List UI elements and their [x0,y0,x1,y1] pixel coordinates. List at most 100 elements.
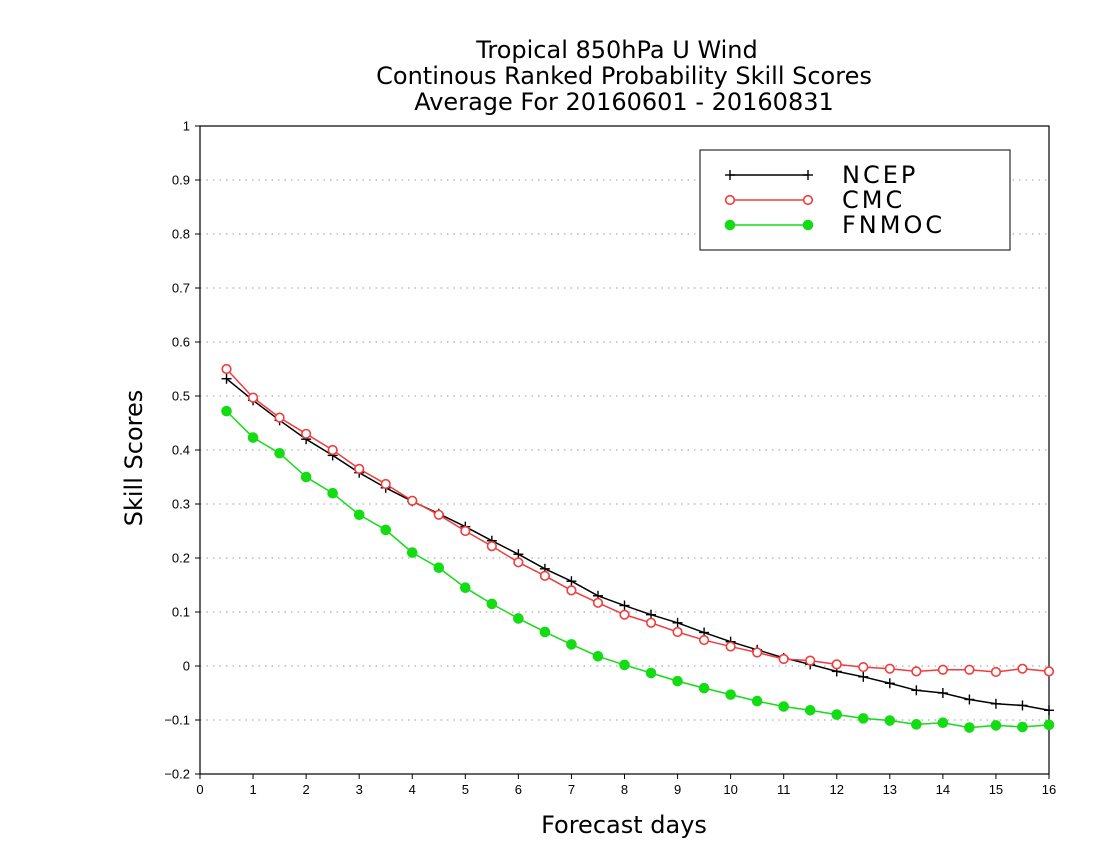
data-point-fnmoc [247,432,259,443]
data-point-fnmoc [990,720,1002,731]
series-fnmoc [221,405,1055,733]
data-point-cmc [645,617,657,628]
series-line-fnmoc [226,410,1050,729]
data-point-cmc [221,363,232,375]
data-point-fnmoc [804,704,816,716]
data-point-ncep [858,671,869,682]
x-tick-label: 0 [196,782,203,797]
data-point-ncep [1017,700,1028,711]
legend-marker-cmc [802,194,814,206]
x-tick-label: 6 [515,782,522,797]
data-point-cmc [752,647,763,658]
y-axis-title: Skill Scores [120,390,148,527]
y-tick-label: 0.7 [172,281,190,296]
x-tick-label: 5 [462,782,469,797]
chart-title-line-2: Continous Ranked Probability Skill Score… [376,62,872,90]
chart-title: Tropical 850hPa U Wind Continous Ranked … [376,36,872,116]
data-point-cmc [990,666,1002,678]
y-tick-label: 0.5 [172,389,190,404]
x-tick-label: 3 [356,782,363,797]
data-point-fnmoc [672,675,683,687]
data-point-fnmoc [380,524,392,536]
data-point-cmc [858,661,869,673]
data-point-ncep [911,685,922,696]
series [221,363,1055,733]
data-point-fnmoc [486,598,498,610]
legend-marker-cmc [724,194,736,206]
data-point-cmc [619,609,630,620]
data-point-fnmoc [911,719,922,730]
data-point-fnmoc [619,659,630,671]
legend-label-cmc: CMC [842,186,905,214]
data-point-cmc [566,585,577,596]
series-line-cmc [225,368,1050,673]
x-tick-label: 1 [249,782,256,797]
data-point-fnmoc [1017,721,1028,733]
data-point-fnmoc [937,717,949,729]
data-point-fnmoc [433,562,445,574]
y-tick-label: 0.2 [172,551,190,566]
data-point-fnmoc [831,709,843,720]
grid [200,179,1049,721]
data-point-cmc [539,570,551,581]
legend-label-ncep: NCEP [842,161,918,189]
data-point-cmc [698,634,710,646]
legend-marker-fnmoc [802,219,814,231]
x-tick-label: 2 [303,782,310,797]
data-point-fnmoc [460,582,471,594]
x-tick-label: 14 [936,782,950,797]
data-point-cmc [486,541,497,552]
series-line-ncep [226,378,1050,712]
data-point-fnmoc [645,667,657,679]
data-point-ncep [964,694,975,705]
data-point-cmc [592,597,604,608]
data-point-fnmoc [274,447,285,459]
x-tick-label: 15 [989,782,1003,797]
x-tick-label: 9 [674,782,681,797]
y-tick-label: 0.1 [172,605,190,620]
data-point-cmc [911,666,922,677]
data-point-fnmoc [327,487,338,499]
data-point-cmc [1017,663,1028,674]
data-point-cmc [274,412,285,423]
y-tick-label: −0.2 [164,767,190,782]
data-point-cmc [725,641,736,652]
data-point-ncep [566,576,577,587]
data-point-ncep [221,373,232,384]
data-point-fnmoc [221,405,232,417]
data-point-cmc [407,495,418,506]
legend-item-cmc: CMC [724,186,905,214]
data-point-fnmoc [539,626,551,638]
data-point-fnmoc [725,689,736,700]
data-point-cmc [301,428,312,439]
series-cmc [221,363,1055,678]
data-point-cmc [1043,666,1055,677]
data-point-cmc [778,653,789,665]
data-point-cmc [433,509,444,520]
data-point-cmc [327,444,338,456]
data-point-cmc [460,525,471,537]
legend-marker-fnmoc [724,219,736,231]
data-point-fnmoc [353,509,365,521]
data-point-ncep [937,688,948,698]
data-point-ncep [884,678,895,689]
data-point-cmc [247,392,259,403]
data-point-cmc [672,626,683,638]
x-tick-label: 16 [1042,782,1056,797]
y-tick-label: 0 [183,659,190,674]
y-tick-label: −0.1 [164,713,190,728]
data-point-fnmoc [406,547,418,558]
y-tick-label: 1 [183,119,190,134]
data-point-cmc [805,655,816,666]
chart-title-line-3: Average For 20160601 - 20160831 [414,88,834,116]
data-point-fnmoc [778,701,789,712]
data-point-ncep [672,617,683,628]
axis-ticks: −0.2−0.100.10.20.30.40.50.60.70.80.910 1 2… [164,119,1056,798]
y-tick-label: 0.4 [172,443,190,458]
data-point-ncep [990,698,1001,709]
x-tick-label: 4 [409,782,416,797]
y-tick-label: 0.6 [172,335,190,350]
x-tick-label: 13 [883,782,897,797]
